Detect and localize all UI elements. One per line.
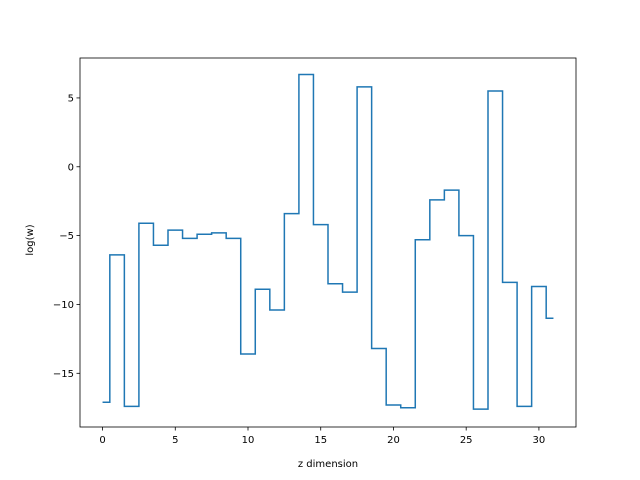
y-axis-label: log(w) <box>25 224 36 255</box>
x-tick-label: 10 <box>242 435 255 446</box>
y-tick-label: 0 <box>68 162 74 173</box>
y-tick-label: −5 <box>59 231 74 242</box>
plot-area <box>102 73 554 410</box>
y-tick-label: −10 <box>53 300 74 311</box>
x-tick-label: 5 <box>172 435 178 446</box>
x-tick-label: 30 <box>533 435 546 446</box>
axes-frame <box>79 57 577 428</box>
y-tick-label: 5 <box>68 93 74 104</box>
x-tick-label: 20 <box>387 435 400 446</box>
axes: 0 5 10 15 20 25 30 −15 −10 −5 0 5 <box>53 57 577 446</box>
y-tick-label: −15 <box>53 369 74 380</box>
series-line-0 <box>102 73 554 410</box>
x-tick-label: 0 <box>99 435 105 446</box>
x-axis-label: z dimension <box>298 459 358 470</box>
x-tick-label: 25 <box>460 435 473 446</box>
x-tick-label: 15 <box>314 435 327 446</box>
